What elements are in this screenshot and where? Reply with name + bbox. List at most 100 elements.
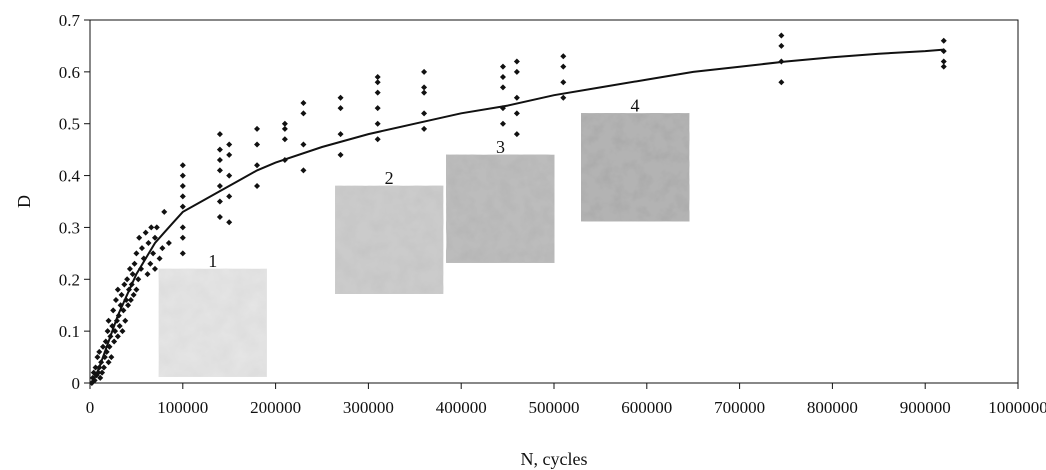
data-point xyxy=(99,343,106,350)
data-point xyxy=(216,167,223,174)
data-point xyxy=(159,245,166,252)
x-axis-title: N, cycles xyxy=(521,449,588,469)
data-point xyxy=(153,224,160,231)
inset-label: 4 xyxy=(631,95,640,115)
data-point xyxy=(281,120,288,127)
data-point xyxy=(156,255,163,262)
x-tick-label: 400000 xyxy=(436,398,487,417)
data-point xyxy=(130,291,137,298)
micrograph-texture xyxy=(158,268,267,377)
data-point xyxy=(179,203,186,210)
data-point xyxy=(179,224,186,231)
data-point xyxy=(337,94,344,101)
x-tick-label: 900000 xyxy=(900,398,951,417)
y-tick-label: 0 xyxy=(72,374,81,393)
data-point xyxy=(120,307,127,314)
inset-label: 3 xyxy=(496,137,505,157)
fit-line xyxy=(93,48,944,379)
fit-curve xyxy=(93,48,944,379)
y-tick-label: 0.1 xyxy=(59,322,80,341)
micrograph-texture xyxy=(446,154,555,263)
data-point xyxy=(254,125,261,132)
x-tick-label: 100000 xyxy=(157,398,208,417)
data-point xyxy=(94,354,101,361)
data-point xyxy=(111,338,118,345)
data-point xyxy=(300,99,307,106)
data-point xyxy=(121,281,128,288)
data-point xyxy=(216,131,223,138)
data-point xyxy=(148,224,155,231)
data-point xyxy=(105,359,112,366)
data-point xyxy=(513,68,520,75)
data-point xyxy=(300,141,307,148)
data-point xyxy=(118,291,125,298)
data-point xyxy=(226,219,233,226)
data-point xyxy=(513,110,520,117)
data-point xyxy=(150,250,157,257)
data-point xyxy=(116,322,123,329)
micrograph-inset-3: 3 xyxy=(446,137,555,263)
micrograph-inset-1: 1 xyxy=(158,251,267,377)
data-point xyxy=(778,79,785,86)
micrograph-texture xyxy=(581,113,690,222)
x-tick-label: 800000 xyxy=(807,398,858,417)
data-point xyxy=(374,120,381,127)
axes: 0 100000 200000 300000 400000 500000 600000 700… xyxy=(59,11,1046,417)
y-axis-title: D xyxy=(14,195,34,208)
y-tick-label: 0.7 xyxy=(59,11,81,30)
data-point xyxy=(161,208,168,215)
data-point xyxy=(92,364,99,371)
y-tick-label: 0.4 xyxy=(59,167,81,186)
data-point xyxy=(421,84,428,91)
data-point xyxy=(216,214,223,221)
data-point xyxy=(125,302,132,309)
x-tick-label: 0 xyxy=(86,398,95,417)
data-point xyxy=(91,377,98,384)
data-point xyxy=(226,172,233,179)
data-point xyxy=(560,79,567,86)
data-point xyxy=(112,297,119,304)
data-point xyxy=(135,276,142,283)
data-point xyxy=(337,151,344,158)
data-point xyxy=(281,136,288,143)
data-point xyxy=(142,229,149,236)
data-point xyxy=(151,265,158,272)
data-point xyxy=(499,63,506,70)
y-tick-label: 0.2 xyxy=(59,270,80,289)
data-point xyxy=(151,234,158,241)
data-point xyxy=(254,182,261,189)
data-point xyxy=(499,84,506,91)
data-point xyxy=(513,131,520,138)
data-point xyxy=(254,162,261,169)
data-point xyxy=(127,297,134,304)
y-tick-label: 0.6 xyxy=(59,63,80,82)
data-point xyxy=(133,286,140,293)
data-point xyxy=(778,32,785,39)
data-point xyxy=(144,271,151,278)
x-tick-label: 1000000 xyxy=(988,398,1046,417)
micrograph-inset-2: 2 xyxy=(335,168,444,294)
data-point xyxy=(421,110,428,117)
data-point xyxy=(179,162,186,169)
data-point xyxy=(421,68,428,75)
data-point xyxy=(145,239,152,246)
data-point xyxy=(374,136,381,143)
data-point xyxy=(179,250,186,257)
inset-label: 2 xyxy=(385,168,394,188)
data-point xyxy=(179,182,186,189)
data-point xyxy=(940,63,947,70)
data-point xyxy=(281,125,288,132)
data-point xyxy=(513,58,520,65)
data-point xyxy=(138,245,145,252)
data-point xyxy=(254,141,261,148)
data-point xyxy=(110,307,117,314)
data-point xyxy=(114,333,121,340)
data-point xyxy=(216,182,223,189)
data-point xyxy=(179,234,186,241)
data-point xyxy=(374,89,381,96)
data-point xyxy=(216,198,223,205)
data-point xyxy=(99,369,106,376)
y-tick-label: 0.5 xyxy=(59,115,80,134)
data-point xyxy=(940,37,947,44)
data-point xyxy=(136,234,143,241)
